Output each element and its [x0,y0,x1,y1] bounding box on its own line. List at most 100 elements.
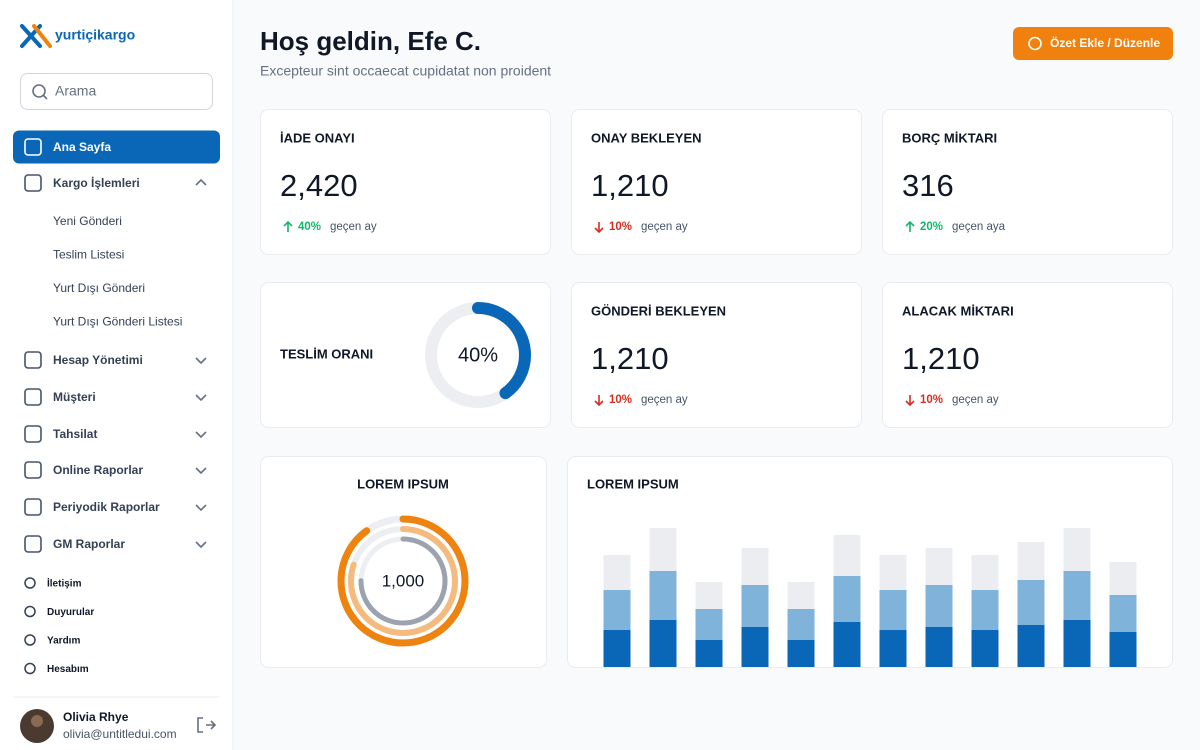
nav-icon [24,174,42,192]
nav-subitem[interactable]: Yeni Gönderi [53,214,122,228]
trend-period: geçen aya [952,221,1006,233]
nav-item[interactable] [13,418,220,451]
footer-icon [24,605,36,618]
card [260,282,551,428]
rings-center-label: 1,000 [382,571,425,590]
bar-segment [879,630,907,667]
trend-value: 20% [920,221,943,233]
user-name: Olivia Rhye [63,710,129,724]
card [882,282,1173,428]
nav-label: Tahsilat [53,427,97,441]
trend-period: geçen ay [330,221,377,233]
card-value: 2,420 [280,168,358,203]
bar-segment [603,555,631,590]
chevron [195,504,207,512]
bar-segment [603,590,631,630]
footer-icon [24,662,36,675]
nav-label: Hesap Yönetimi [53,353,143,367]
footer-icon [24,634,36,646]
nav-label: Ana Sayfa [53,140,111,154]
bar-segment [971,590,999,630]
edit-button[interactable] [1013,27,1173,60]
footer-link[interactable]: Duyurular [47,607,94,618]
card [571,109,862,255]
footer-icon [24,577,36,589]
footer-link[interactable]: Hesabım [47,664,89,675]
bar-segment [787,582,815,609]
bar-segment [787,609,815,640]
chevron [195,431,207,439]
bar-segment [879,555,907,590]
trend-arrow [594,395,604,407]
bar-segment [833,535,861,576]
logo: yurtiçikargo [20,24,135,48]
bar-segment [1017,580,1045,625]
nav-subitem[interactable]: Yurt Dışı Gönderi [53,281,145,295]
bar-segment [925,548,953,585]
nav-label: Periyodik Raporlar [53,500,160,514]
chevron [195,541,207,549]
trend-arrow [905,395,915,407]
bar-segment [741,585,769,627]
nav-item[interactable] [13,381,220,414]
bar-segment [1109,562,1137,595]
ring-arc [348,526,458,636]
chart-title: LOREM IPSUM [357,476,449,491]
bar-segment [695,582,723,609]
card-value: 1,210 [902,341,980,376]
card-value: 1,210 [591,341,669,376]
search-box[interactable] [20,73,213,110]
bar-segment [1063,620,1091,667]
bar-segment [925,585,953,627]
card [260,109,551,255]
bar-segment [1017,625,1045,667]
bar-segment [1109,595,1137,632]
bar-segment [1017,542,1045,580]
footer-link[interactable]: Yardım [47,636,80,647]
bar-segment [833,576,861,622]
card-value: 1,210 [591,168,669,203]
avatar-face [31,715,43,727]
card-label: ALACAK MİKTARI [902,303,1014,318]
chevron [195,394,207,402]
nav-subitem[interactable]: Yurt Dışı Gönderi Listesi [53,314,182,328]
card [260,456,547,668]
nav-label: Online Raporlar [53,463,143,477]
bar-segment [741,548,769,585]
donut-label: 40% [458,344,498,366]
ring-arc [358,536,448,626]
logout-icon[interactable] [197,717,217,733]
card-label: İADE ONAYI [280,130,355,145]
nav-icon [24,388,42,406]
bar-segment [833,622,861,667]
card-label: GÖNDERİ BEKLEYEN [591,303,726,318]
trend-arrow [905,220,915,232]
card-label: TESLİM ORANI [280,346,373,361]
bar-segment [925,627,953,667]
chart-title: LOREM IPSUM [587,476,679,491]
card-value: 316 [902,168,954,203]
page-title: Hoş geldin, Efe C. [260,26,481,56]
bar-segment [741,627,769,667]
nav-active[interactable] [13,130,220,164]
search-placeholder: Arama [55,83,96,99]
nav-subitem[interactable]: Teslim Listesi [53,248,124,262]
trend-value: 10% [609,221,632,233]
trend-period: geçen ay [641,221,688,233]
footer-link[interactable]: İletişim [47,577,82,590]
trend-period: geçen ay [641,394,688,406]
trend-value: 10% [920,394,943,406]
bar-segment [787,640,815,667]
nav-label: Kargo İşlemleri [53,175,140,190]
nav-icon [24,498,42,516]
bar-segment [1063,571,1091,620]
card-label: BORÇ MİKTARI [902,130,997,145]
trend-value: 10% [609,394,632,406]
trend-value: 40% [298,221,321,233]
chevron [195,178,207,186]
button-label: Özet Ekle / Düzenle [1050,35,1160,50]
nav-icon [24,138,42,156]
sidebar [0,0,233,750]
trend-arrow [283,220,293,232]
